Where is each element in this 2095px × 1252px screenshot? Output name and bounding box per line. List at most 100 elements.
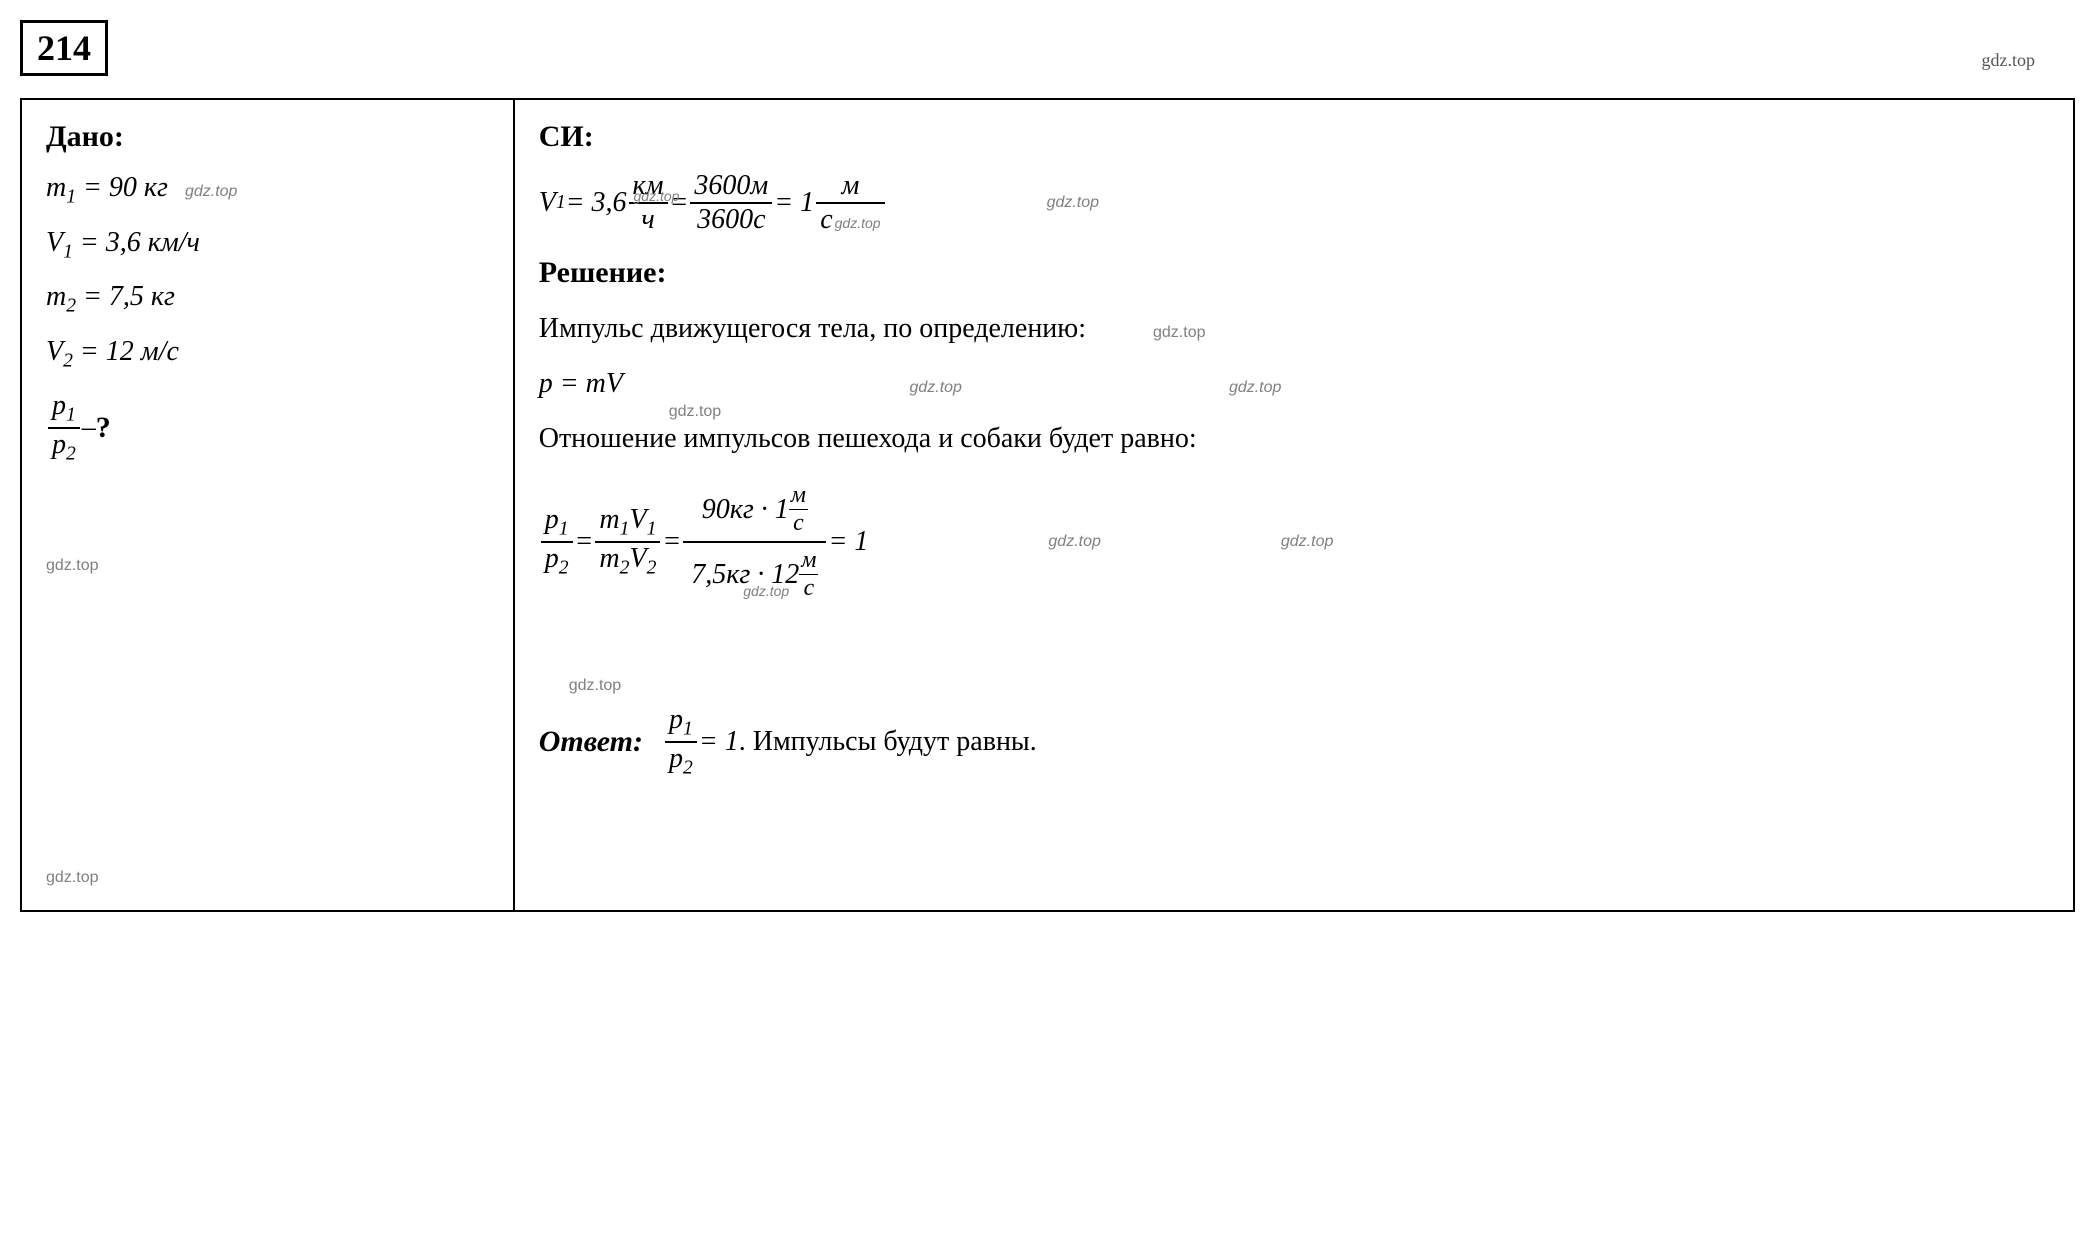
calc-mid-den-v: V [629, 543, 646, 574]
si-frac1-num: кмgdz.top [629, 170, 668, 204]
watermark-g1: gdz.top [185, 183, 237, 200]
watermark-calc1: gdz.top [743, 583, 789, 599]
calc-eq2: = [662, 526, 681, 558]
eq-v2: = 12 м/с [73, 336, 179, 367]
calc-mid-num-m: m [599, 504, 619, 535]
calc-lhs-den-sub: 2 [559, 558, 569, 579]
var-v2: V [46, 336, 63, 367]
find-fraction: p1 p2 [48, 390, 80, 465]
calc-lhs-den-var: p [545, 543, 559, 574]
calc-rhs-den-unit: м с [799, 547, 818, 602]
given-label: Дано: [46, 120, 489, 154]
si-frac1-den: ч [629, 204, 668, 236]
watermark-calc2: gdz.top [1048, 533, 1100, 551]
answer-frac: p1 p2 [665, 704, 697, 779]
ans-den-var: p [669, 743, 683, 774]
eq-m2: = 7,5 кг [76, 281, 175, 312]
given-cell: Дано: m1 = 90 кг gdz.top V1 = 3,6 км/ч m… [21, 99, 514, 911]
si-frac2-num: 3600м [690, 170, 772, 204]
given-m1: m1 = 90 кг gdz.top [46, 172, 489, 209]
calc-result: = 1 [828, 526, 868, 558]
si-final-num: м [816, 170, 884, 204]
watermark-si-right: gdz.top [1047, 194, 1099, 212]
eq-v1: = 3,6 км/ч [73, 227, 200, 258]
sub-v2: 2 [63, 350, 73, 371]
ans-text: . Импульсы будут равны. [739, 726, 1037, 758]
calculation-line: p1 p2 = m1V1 m2V2 = [539, 478, 2049, 606]
watermark-given-bottom: gdz.top [46, 858, 489, 890]
ans-den-sub: 2 [683, 757, 693, 778]
calc-rhs-num-val: 90кг · 1 [702, 494, 789, 526]
sub-m1: 1 [66, 187, 76, 208]
calc-mid-den-m: m [599, 543, 619, 574]
solution-text1: Импульс движущегося тела, по определению… [539, 308, 2049, 350]
formula-eq: = m [553, 368, 606, 399]
given-v1: V1 = 3,6 км/ч [46, 227, 489, 264]
watermark-calc3: gdz.top [1281, 533, 1333, 551]
calc-lhs-num-sub: 1 [559, 519, 569, 540]
answer-label: Ответ: [539, 725, 643, 759]
si-frac-3600: 3600м 3600с [690, 170, 772, 236]
calc-rhs-num-unit-n: м [789, 482, 808, 510]
text1-content: Импульс движущегося тела, по определению… [539, 313, 1086, 344]
si-v1-sub: 1 [556, 192, 566, 214]
solution-cell: СИ: V1 = 3,6 кмgdz.top ч = 3600м 3600с =… [514, 99, 2074, 911]
sub-m2: 2 [66, 296, 76, 317]
si-frac2-den: 3600с [690, 204, 772, 236]
calc-rhs-den-unit-n: м [799, 547, 818, 575]
watermark-si1: gdz.top [634, 188, 680, 204]
si-v1-var: V [539, 187, 556, 219]
si-conversion: V1 = 3,6 кмgdz.top ч = 3600м 3600с = 1 м [539, 170, 2049, 236]
var-m2: m [46, 281, 66, 312]
si-label: СИ: [539, 120, 2049, 154]
calc-rhs-num-unit: м с [789, 482, 808, 537]
watermark-s3: gdz.top [1229, 379, 1281, 396]
si-final-den-text: с [820, 204, 832, 235]
problem-number-box: 214 [20, 20, 108, 76]
si-eqrhs: = 1 [774, 187, 814, 219]
watermark-g3: gdz.top [46, 869, 98, 886]
find-num-var: p [52, 390, 66, 421]
watermark-top-right: gdz.top [1982, 50, 2036, 71]
calc-lhs-num-var: p [545, 504, 559, 535]
si-eq1: = 3,6 [566, 187, 627, 219]
var-m1: m [46, 172, 66, 203]
calc-mid-den-ms: 2 [620, 558, 630, 579]
calc-lhs: p1 p2 [541, 504, 573, 579]
given-m2: m2 = 7,5 кг [46, 281, 489, 318]
ans-num-sub: 1 [683, 719, 693, 740]
calc-mid-num-ms: 1 [620, 519, 630, 540]
answer-line: gdz.top Ответ: p1 p2 = 1 . Импульсы буду… [539, 666, 2049, 779]
watermark-si2: gdz.top [835, 215, 881, 231]
given-v2: V2 = 12 м/с [46, 336, 489, 373]
given-find: p1 p2 – ? [46, 390, 489, 465]
formula-v: V [606, 368, 623, 399]
calc-eq1: = [575, 526, 594, 558]
watermark-ans: gdz.top [569, 677, 621, 694]
watermark-s4: gdz.top [669, 400, 721, 424]
find-qmark: ? [96, 411, 111, 445]
var-v1: V [46, 227, 63, 258]
find-num-sub: 1 [66, 405, 76, 426]
find-dash: – [82, 412, 96, 444]
eq-m1: = 90 кг [76, 172, 168, 203]
calc-mid-num-v: V [629, 504, 646, 535]
sub-v1: 1 [63, 241, 73, 262]
formula-p-mv: p = mV gdz.top gdz.top [539, 368, 2049, 400]
ans-eq: = 1 [699, 726, 739, 758]
calc-mid: m1V1 m2V2 [595, 504, 660, 579]
watermark-given-mid: gdz.top [46, 546, 489, 578]
calc-mid-num-vs: 1 [647, 519, 657, 540]
find-den-sub: 2 [66, 444, 76, 465]
si-frac-kmh: кмgdz.top ч [629, 170, 668, 236]
calc-mid-den-vs: 2 [647, 558, 657, 579]
solution-table: Дано: m1 = 90 кг gdz.top V1 = 3,6 км/ч m… [20, 98, 2075, 912]
watermark-g2: gdz.top [46, 557, 98, 574]
watermark-s1: gdz.top [1153, 324, 1205, 341]
solution-label: Решение: [539, 256, 2049, 290]
ans-num-var: p [669, 704, 683, 735]
calc-rhs-num-unit-d: с [789, 510, 808, 537]
problem-number: 214 [37, 28, 91, 68]
si-final-den: сgdz.top [816, 204, 884, 236]
si-frac-ms: м сgdz.top [816, 170, 884, 236]
